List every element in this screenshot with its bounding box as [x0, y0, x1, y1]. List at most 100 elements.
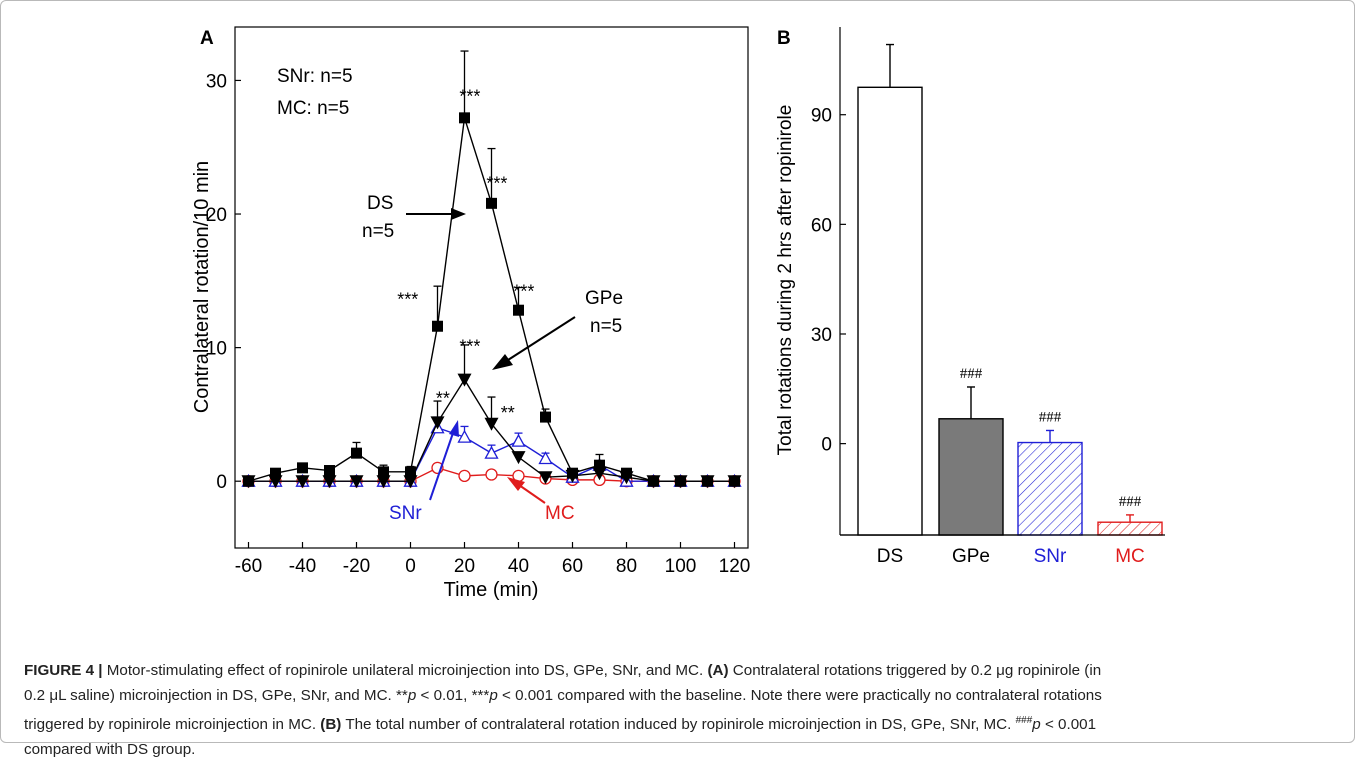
arrowhead-snr [449, 420, 459, 437]
x-tick-label-a: 40 [508, 556, 529, 577]
series-ds [243, 50, 740, 487]
data-point-ds [270, 467, 281, 479]
x-tick-label-a: 0 [405, 556, 416, 577]
data-point-ds [567, 467, 578, 479]
caption-text: Motor-stimulating effect of ropinirole u… [106, 662, 708, 679]
y-tick-label-a: 20 [206, 205, 227, 226]
caption-text: 0.2 μL saline) microinjection in DS, GPe… [24, 687, 408, 704]
data-point-snr [511, 433, 526, 447]
label-gpe-n: n=5 [590, 316, 622, 337]
figure-svg: A -60 -40 -20 0 20 40 60 80 100 120 0 10 20 30 Time … [191, 26, 1165, 601]
arrowhead-gpe [492, 354, 513, 370]
y-tick-label-a: 30 [206, 71, 227, 92]
x-tick-label-a: 120 [719, 556, 751, 577]
data-point-gpe [349, 475, 364, 489]
data-point-gpe [403, 475, 418, 489]
label-snr: SNr [389, 503, 422, 524]
caption-text: triggered by ropinirole microinjection i… [24, 716, 321, 734]
data-point-gpe [538, 471, 553, 485]
legend-text-snr: SNr: n=5 [277, 66, 353, 87]
significance-annotations-a: ******************* [397, 86, 534, 423]
figure-frame [0, 0, 1355, 743]
bar-gpe [938, 418, 1004, 536]
significance-marker: ** [501, 403, 515, 423]
data-point-gpe [484, 417, 499, 431]
bar-ds [857, 86, 923, 536]
data-point-ds [297, 462, 308, 474]
label-ds-n: n=5 [362, 221, 394, 242]
caption-text: < 0.01, *** [416, 687, 490, 704]
caption-text: (B) [320, 716, 342, 734]
panel-label-b: B [777, 28, 791, 49]
data-point-gpe [322, 475, 337, 489]
plot-area-a [234, 26, 749, 549]
x-tick-label-a: 60 [562, 556, 583, 577]
bars-b: ### ### ### [840, 43, 1165, 536]
significance-marker: *** [513, 282, 534, 302]
caption-text: compared with DS group. [24, 741, 196, 759]
x-tick-label-a: -40 [289, 556, 316, 577]
data-point-ds [594, 459, 605, 471]
caption-figure-label: FIGURE 4 | [24, 662, 107, 679]
caption-text: < 0.001 compared with the baseline. Note… [497, 687, 1102, 704]
figure-caption: FIGURE 4 | Motor-stimulating effect of r… [24, 658, 1334, 762]
caption-line: 0.2 μL saline) microinjection in DS, GPe… [24, 683, 1334, 708]
data-point-ds [513, 304, 524, 316]
caption-text: (A) [707, 662, 729, 679]
significance-marker-b: ### [1039, 409, 1062, 425]
data-point-snr [538, 451, 553, 465]
x-tick-label-a: 20 [454, 556, 475, 577]
bar-snr [1017, 441, 1083, 536]
arrow-mc [518, 484, 546, 504]
data-point-ds [486, 197, 497, 209]
significance-marker-b: ### [960, 366, 983, 382]
panel-label-a: A [200, 28, 214, 49]
x-tick-label-a: 80 [616, 556, 637, 577]
data-point-mc [458, 469, 471, 483]
category-label: DS [877, 546, 903, 567]
data-point-ds [351, 447, 362, 459]
caption-line: FIGURE 4 | Motor-stimulating effect of r… [24, 658, 1334, 683]
series-group-a [241, 50, 742, 489]
series-mc [242, 461, 741, 488]
y-tick-label-b: 30 [811, 325, 832, 346]
arrow-gpe [507, 316, 576, 361]
data-point-ds [729, 475, 740, 487]
y-axis-label-b: Total rotations during 2 hrs after ropin… [775, 105, 796, 456]
data-point-gpe [430, 416, 445, 430]
x-axis-label-a: Time (min) [444, 579, 539, 601]
category-label: GPe [952, 546, 990, 567]
data-point-ds [702, 475, 713, 487]
caption-line: compared with DS group. [24, 737, 1334, 762]
panel-a: A -60 -40 -20 0 20 40 60 80 100 120 0 10 20 30 Time … [191, 26, 751, 601]
data-point-gpe [376, 475, 391, 489]
bar-mc [1097, 521, 1163, 536]
y-tick-label-b: 60 [811, 215, 832, 236]
y-tick-label-b: 90 [811, 106, 832, 127]
data-point-ds [648, 475, 659, 487]
arrowhead-ds [451, 208, 466, 220]
arrowhead-mc [507, 477, 525, 491]
caption-text: p [407, 687, 417, 704]
data-point-gpe [511, 451, 526, 465]
data-point-ds [540, 411, 551, 423]
y-tick-label-a: 10 [206, 339, 227, 360]
significance-marker: *** [486, 173, 507, 193]
category-label: SNr [1034, 546, 1067, 567]
caption-text: < 0.001 [1040, 716, 1097, 734]
x-axis-a: -60 -40 -20 0 20 40 60 80 100 120 [235, 542, 751, 577]
panel-b: B 0 30 60 90 ### ### ### DS GPe SNr MC Total rot… [775, 27, 1165, 567]
data-point-snr [457, 429, 472, 443]
data-point-ds [324, 465, 335, 477]
data-point-ds [459, 112, 470, 124]
significance-marker: *** [459, 86, 480, 106]
data-point-ds [405, 466, 416, 478]
caption-text: p [489, 687, 498, 704]
data-point-gpe [457, 373, 472, 387]
category-label: MC [1115, 546, 1145, 567]
data-point-ds [243, 475, 254, 487]
y-axis-label-a: Contralateral rotation/10 min [191, 161, 213, 413]
data-point-ds [432, 320, 443, 332]
label-ds: DS [367, 193, 393, 214]
caption-text: ### [1015, 715, 1033, 726]
